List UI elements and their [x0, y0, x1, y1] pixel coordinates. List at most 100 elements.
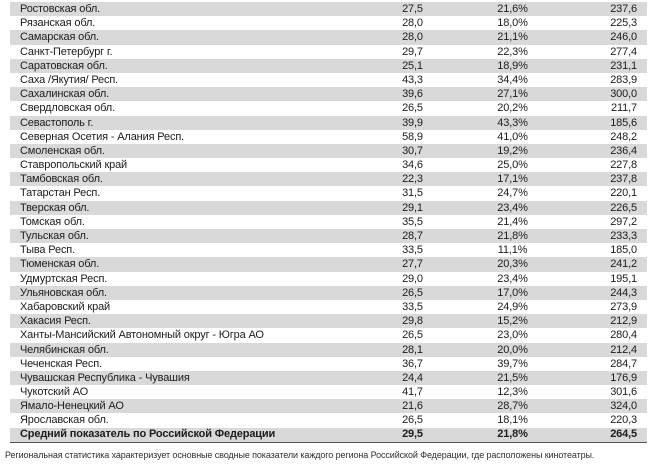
- percent-value-cell: 20,2%: [497, 102, 528, 115]
- percent-value-cell: 21,4%: [497, 215, 528, 228]
- percent-value-cell: 21,5%: [497, 371, 528, 384]
- table-row: Чувашская Республика - Чувашия 24,4 21,5% 1…: [10, 370, 647, 386]
- percent-value-cell: 18,0%: [497, 17, 528, 30]
- avg-value-cell: 41,7: [402, 386, 423, 399]
- percent-value-cell: 23,0%: [497, 329, 528, 342]
- percent-value-cell: 18,1%: [497, 414, 528, 427]
- total-value-cell: 283,9: [610, 73, 637, 86]
- table-row: Ярославская обл. 26,5 18,1% 220,3: [10, 413, 647, 427]
- percent-value-cell: 23,4%: [497, 201, 528, 214]
- table-row: Сахалинская обл. 39,6 27,1% 300,0: [10, 87, 647, 102]
- avg-value-cell: 27,5: [402, 3, 423, 15]
- avg-value-cell: 39,6: [402, 88, 423, 101]
- total-value-cell: 227,8: [610, 159, 637, 172]
- table-row: Самарская обл. 28,0 21,1% 246,0: [10, 30, 647, 45]
- total-value-cell: 273,9: [610, 300, 637, 313]
- region-name-cell: Северная Осетия - Алания Респ.: [20, 130, 185, 143]
- region-name-cell: Сахалинская обл.: [20, 88, 109, 101]
- total-value-cell: 237,6: [610, 3, 637, 15]
- total-value-cell: 324,0: [610, 400, 637, 413]
- avg-value-cell: 34,6: [402, 159, 423, 172]
- percent-value-cell: 41,0%: [497, 130, 528, 143]
- region-name-cell: Чукотский АО: [20, 386, 89, 399]
- percent-value-cell: 15,2%: [497, 315, 528, 328]
- avg-value-cell: 58,9: [402, 130, 423, 143]
- avg-value-cell: 25,1: [402, 59, 423, 72]
- avg-value-cell: 28,1: [402, 343, 423, 356]
- region-name-cell: Саратовская обл.: [20, 59, 108, 72]
- avg-value-cell: 39,9: [402, 116, 423, 129]
- table-row: Хакасия Респ. 29,8 15,2% 212,9: [10, 314, 647, 329]
- table-row: Саратовская обл. 25,1 18,9% 231,1: [10, 58, 647, 73]
- region-name-cell: Тыва Респ.: [20, 244, 76, 257]
- percent-value-cell: 21,6%: [497, 3, 528, 15]
- avg-value-cell: 26,5: [402, 286, 423, 299]
- regional-stats-table: Ростовская обл. 27,5 21,6% 237,6 Рязанская о…: [10, 2, 647, 444]
- avg-value-cell: 29,1: [402, 201, 423, 214]
- table-row: Санкт-Петербург г. 29,7 22,3% 277,4: [10, 45, 647, 59]
- region-name-cell: Смоленская обл.: [20, 144, 105, 157]
- table-row: Тульская обл. 28,7 21,8% 233,3: [10, 229, 647, 244]
- footnote-text: Региональная статистика характеризует ос…: [5, 450, 595, 460]
- total-value-cell: 212,9: [610, 315, 637, 328]
- total-value-cell: 212,4: [610, 343, 637, 356]
- avg-value-cell: 36,7: [402, 357, 423, 370]
- table-row: Ямало-Ненецкий АО 21,6 28,7% 324,0: [10, 399, 647, 414]
- avg-value-cell: 35,5: [402, 215, 423, 228]
- avg-value-cell: 21,6: [402, 400, 423, 413]
- total-value-cell: 231,1: [610, 59, 637, 72]
- avg-value-cell: 28,0: [402, 17, 423, 30]
- table-row: Тамбовская обл. 22,3 17,1% 237,8: [10, 172, 647, 187]
- table-row: Ставропольский край 34,6 25,0% 227,8: [10, 158, 647, 172]
- table-row: Тыва Респ. 33,5 11,1% 185,0: [10, 243, 647, 257]
- percent-value-cell: 20,0%: [497, 343, 528, 356]
- region-name-cell: Тамбовская обл.: [20, 173, 103, 186]
- table-row: Челябинская обл. 28,1 20,0% 212,4: [10, 342, 647, 357]
- percent-value-cell: 18,9%: [497, 59, 528, 72]
- percent-value-cell: 17,0%: [497, 286, 528, 299]
- region-name-cell: Севастополь г.: [20, 116, 94, 129]
- total-value-cell: 244,3: [610, 286, 637, 299]
- total-value-cell: 264,5: [610, 428, 637, 441]
- total-value-cell: 280,4: [610, 329, 637, 342]
- avg-value-cell: 31,5: [402, 187, 423, 200]
- region-name-cell: Тюменская обл.: [20, 258, 100, 271]
- total-value-cell: 185,0: [610, 244, 637, 257]
- total-value-cell: 277,4: [610, 45, 637, 58]
- region-name-cell: Татарстан Респ.: [20, 187, 101, 200]
- region-name-cell: Свердловская обл.: [20, 102, 115, 115]
- total-value-cell: 301,6: [610, 386, 637, 399]
- total-value-cell: 185,6: [610, 116, 637, 129]
- region-name-cell: Ростовская обл.: [20, 3, 101, 15]
- table-row: Рязанская обл. 28,0 18,0% 225,3: [10, 16, 647, 30]
- avg-value-cell: 24,4: [402, 371, 423, 384]
- total-value-cell: 236,4: [610, 144, 637, 157]
- table-row: Чукотский АО 41,7 12,3% 301,6: [10, 385, 647, 399]
- avg-value-cell: 26,5: [402, 329, 423, 342]
- total-value-cell: 195,1: [610, 272, 637, 285]
- avg-value-cell: 33,5: [402, 244, 423, 257]
- total-value-cell: 284,7: [610, 357, 637, 370]
- region-name-cell: Рязанская обл.: [20, 17, 96, 30]
- table-row: Саха /Якутия/ Респ. 43,3 34,4% 283,9: [10, 73, 647, 87]
- region-name-cell: Чувашская Республика - Чувашия: [20, 371, 190, 384]
- percent-value-cell: 39,7%: [497, 357, 528, 370]
- region-name-cell: Ульяновская обл.: [20, 286, 107, 299]
- percent-value-cell: 12,3%: [497, 386, 528, 399]
- avg-value-cell: 22,3: [402, 173, 423, 186]
- table-row: Тверская обл. 29,1 23,4% 226,5: [10, 200, 647, 215]
- total-value-cell: 176,9: [610, 371, 637, 384]
- total-value-cell: 300,0: [610, 88, 637, 101]
- total-value-cell: 220,1: [610, 187, 637, 200]
- avg-value-cell: 29,0: [402, 272, 423, 285]
- percent-value-cell: 23,4%: [497, 272, 528, 285]
- table-row: Северная Осетия - Алания Респ. 58,9 41,0% 2…: [10, 130, 647, 144]
- avg-value-cell: 29,8: [402, 315, 423, 328]
- percent-value-cell: 19,2%: [497, 144, 528, 157]
- percent-value-cell: 43,3%: [497, 116, 528, 129]
- table-row: Томская обл. 35,5 21,4% 297,2: [10, 215, 647, 229]
- avg-value-cell: 33,5: [402, 300, 423, 313]
- table-row: Татарстан Респ. 31,5 24,7% 220,1: [10, 186, 647, 200]
- total-value-cell: 237,8: [610, 173, 637, 186]
- region-name-cell: Хабаровский край: [20, 300, 111, 313]
